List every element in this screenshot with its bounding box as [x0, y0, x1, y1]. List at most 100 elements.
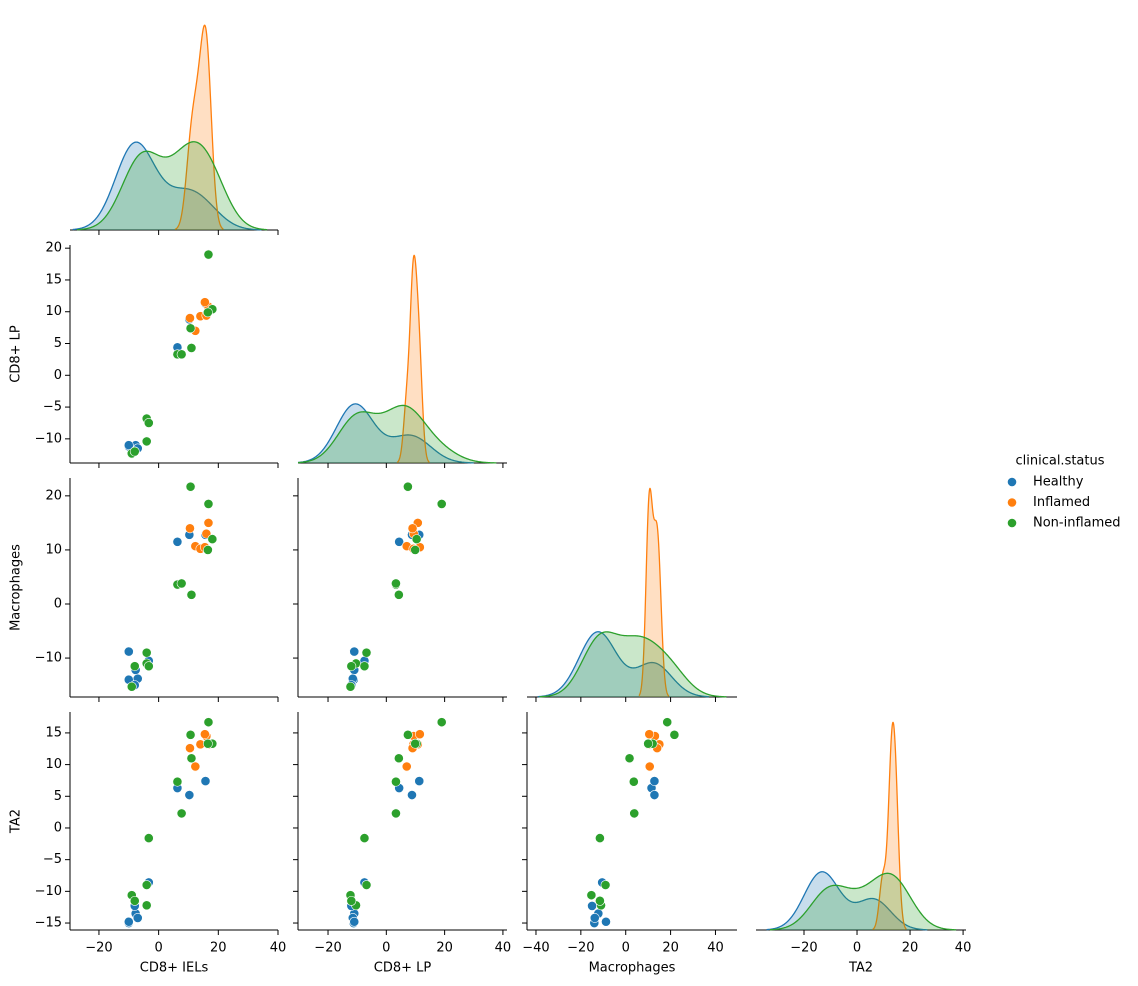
- point: [185, 481, 196, 492]
- point: [359, 661, 370, 672]
- point: [141, 880, 152, 890]
- point: [141, 436, 152, 447]
- point: [595, 833, 605, 844]
- point: [185, 729, 196, 740]
- point: [202, 307, 213, 318]
- y-tick-label: 10: [45, 304, 62, 319]
- kde-line: [174, 24, 224, 230]
- point: [186, 343, 197, 353]
- point: [436, 499, 447, 509]
- legend-marker: [1007, 518, 1017, 528]
- point: [141, 647, 152, 658]
- kde-line: [769, 872, 957, 931]
- point: [184, 790, 195, 800]
- legend-title: clinical.status: [1015, 454, 1104, 469]
- point: [203, 517, 214, 528]
- point: [190, 761, 201, 772]
- point: [172, 536, 183, 547]
- point: [129, 661, 140, 672]
- y-tick-label: −15: [35, 916, 62, 931]
- y-tick-label: 5: [54, 789, 62, 804]
- point: [394, 536, 405, 547]
- point: [589, 913, 600, 923]
- point: [143, 661, 154, 672]
- y-tick-label: 20: [45, 488, 62, 503]
- point: [172, 776, 183, 787]
- legend-label: Non-inflamed: [1033, 516, 1121, 531]
- point: [123, 646, 134, 657]
- point: [628, 776, 639, 787]
- kde-line: [872, 721, 907, 931]
- point: [186, 753, 197, 764]
- point: [629, 808, 640, 819]
- point: [176, 349, 187, 360]
- point: [349, 646, 360, 657]
- x-tick-label: 20: [662, 941, 679, 956]
- point: [200, 776, 211, 786]
- x-tick-label: 0: [853, 941, 861, 956]
- point: [410, 545, 421, 555]
- point: [126, 681, 137, 692]
- x-tick-label: 0: [154, 941, 162, 956]
- point: [407, 790, 417, 800]
- kde-area: [766, 871, 928, 930]
- point: [345, 681, 356, 692]
- point: [644, 729, 655, 740]
- x-tick-label: −20: [567, 941, 594, 956]
- point: [587, 901, 597, 911]
- point: [202, 545, 213, 555]
- point: [662, 717, 673, 728]
- point: [143, 418, 154, 428]
- x-axis-label: CD8+ LP: [374, 961, 432, 976]
- kde-area: [298, 403, 474, 463]
- kde-line: [766, 871, 928, 931]
- y-tick-label: −5: [43, 400, 62, 415]
- point: [649, 776, 660, 786]
- point: [391, 776, 401, 787]
- point: [407, 523, 418, 534]
- y-tick-label: 0: [54, 596, 62, 611]
- kde-line: [72, 141, 262, 231]
- point: [185, 523, 195, 534]
- point: [185, 743, 195, 754]
- kde-area: [769, 873, 957, 930]
- point: [176, 808, 187, 819]
- x-tick-label: 40: [955, 941, 972, 956]
- point: [185, 323, 196, 334]
- x-tick-label: −20: [790, 941, 817, 956]
- y-tick-label: 20: [45, 241, 62, 256]
- kde-line: [297, 404, 497, 464]
- point: [176, 578, 187, 589]
- kde-line: [537, 631, 709, 698]
- point: [393, 753, 404, 764]
- point: [346, 895, 357, 906]
- point: [402, 729, 413, 740]
- x-axis-label: TA2: [848, 961, 873, 976]
- point: [143, 833, 154, 844]
- x-tick-label: 20: [436, 941, 453, 956]
- point: [346, 661, 357, 672]
- point: [199, 297, 210, 308]
- x-tick-label: 40: [270, 941, 287, 956]
- point: [129, 446, 140, 457]
- legend-label: Healthy: [1033, 475, 1084, 490]
- y-tick-label: 10: [45, 542, 62, 557]
- legend-marker: [1007, 497, 1017, 508]
- point: [411, 534, 422, 545]
- point: [595, 895, 605, 906]
- point: [669, 729, 680, 740]
- point: [207, 534, 218, 545]
- point: [402, 481, 413, 492]
- point: [185, 313, 195, 323]
- point: [199, 729, 210, 740]
- y-tick-label: −5: [43, 852, 62, 867]
- point: [141, 900, 152, 911]
- point: [436, 717, 447, 728]
- point: [129, 895, 140, 906]
- y-tick-label: −10: [35, 884, 62, 899]
- point: [401, 761, 412, 772]
- kde-line: [396, 254, 430, 463]
- point: [186, 589, 197, 600]
- x-tick-label: −20: [314, 941, 341, 956]
- kde-area: [539, 631, 727, 697]
